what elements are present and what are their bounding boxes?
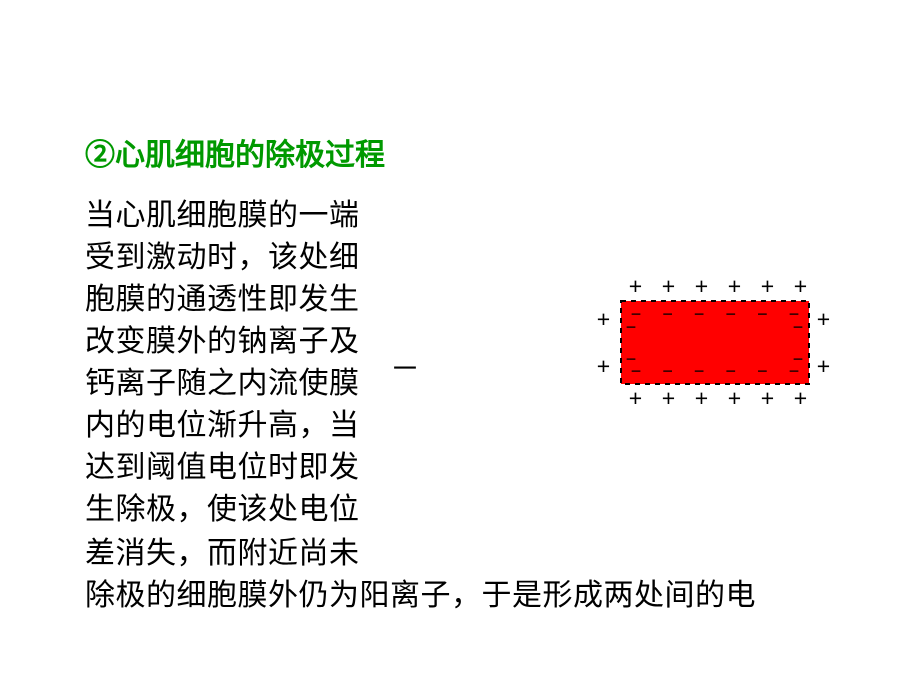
- body-line: 当心肌细胞膜的一端: [85, 195, 430, 237]
- plus-icon: +: [816, 355, 831, 378]
- plus-icon: +: [727, 387, 742, 410]
- plus-icon: +: [816, 308, 831, 331]
- inline-minus-symbol: －: [390, 344, 420, 388]
- plus-icon: +: [661, 387, 676, 410]
- plus-icon: +: [727, 275, 742, 298]
- minus-icon: −: [625, 318, 637, 336]
- plus-col-right: + +: [816, 308, 831, 378]
- plus-row-top: + + + + + +: [628, 275, 808, 298]
- minus-row-top: − − − − − −: [630, 305, 800, 323]
- plus-icon: +: [760, 387, 775, 410]
- minus-row-bottom: − − − − − −: [630, 362, 800, 380]
- section-heading: ②心肌细胞的除极过程: [85, 130, 385, 174]
- body-line: 差消失，而附近尚未: [85, 533, 756, 575]
- body-text-full-width: 差消失，而附近尚未 除极的细胞膜外仍为阳离子，于是形成两处间的电: [85, 533, 756, 617]
- heading-text: ②心肌细胞的除极过程: [85, 139, 385, 172]
- body-line: 受到激动时，该处细: [85, 237, 430, 279]
- cell-polarity-diagram: + + + + + + + + − − − − − − −: [560, 275, 860, 435]
- plus-row-bottom: + + + + + +: [628, 387, 808, 410]
- cell-rectangle: − − − − − − − − − − − − − − − −: [620, 300, 810, 385]
- minus-icon: −: [693, 305, 705, 323]
- plus-icon: +: [628, 275, 643, 298]
- body-line: 除极的细胞膜外仍为阳离子，于是形成两处间的电: [85, 575, 756, 617]
- minus-icon: −: [725, 305, 737, 323]
- plus-icon: +: [760, 275, 775, 298]
- body-line: 改变膜外的钠离子及: [85, 321, 430, 363]
- minus-icon: −: [792, 318, 804, 336]
- plus-icon: +: [694, 275, 709, 298]
- plus-icon: +: [694, 387, 709, 410]
- slide: ②心肌细胞的除极过程 当心肌细胞膜的一端 受到激动时，该处细 胞膜的通透性即发生…: [0, 0, 920, 690]
- plus-icon: +: [596, 308, 611, 331]
- minus-icon: −: [693, 362, 705, 380]
- plus-icon: +: [628, 387, 643, 410]
- body-line: 胞膜的通透性即发生: [85, 279, 430, 321]
- minus-icon: −: [788, 362, 800, 380]
- plus-col-left: + +: [596, 308, 611, 378]
- body-line: 内的电位渐升高，当: [85, 405, 430, 447]
- body-line: 达到阈值电位时即发: [85, 447, 430, 489]
- minus-icon: −: [756, 362, 768, 380]
- plus-icon: +: [596, 355, 611, 378]
- body-line: 钙离子随之内流使膜: [85, 363, 430, 405]
- plus-icon: +: [661, 275, 676, 298]
- minus-icon: −: [662, 362, 674, 380]
- minus-icon: −: [662, 305, 674, 323]
- minus-icon: −: [725, 362, 737, 380]
- body-line: 生除极，使该处电位: [85, 489, 430, 531]
- body-text-column: 当心肌细胞膜的一端 受到激动时，该处细 胞膜的通透性即发生 改变膜外的钠离子及 …: [85, 195, 430, 531]
- plus-icon: +: [793, 275, 808, 298]
- minus-icon: −: [630, 362, 642, 380]
- minus-icon: −: [756, 305, 768, 323]
- plus-icon: +: [793, 387, 808, 410]
